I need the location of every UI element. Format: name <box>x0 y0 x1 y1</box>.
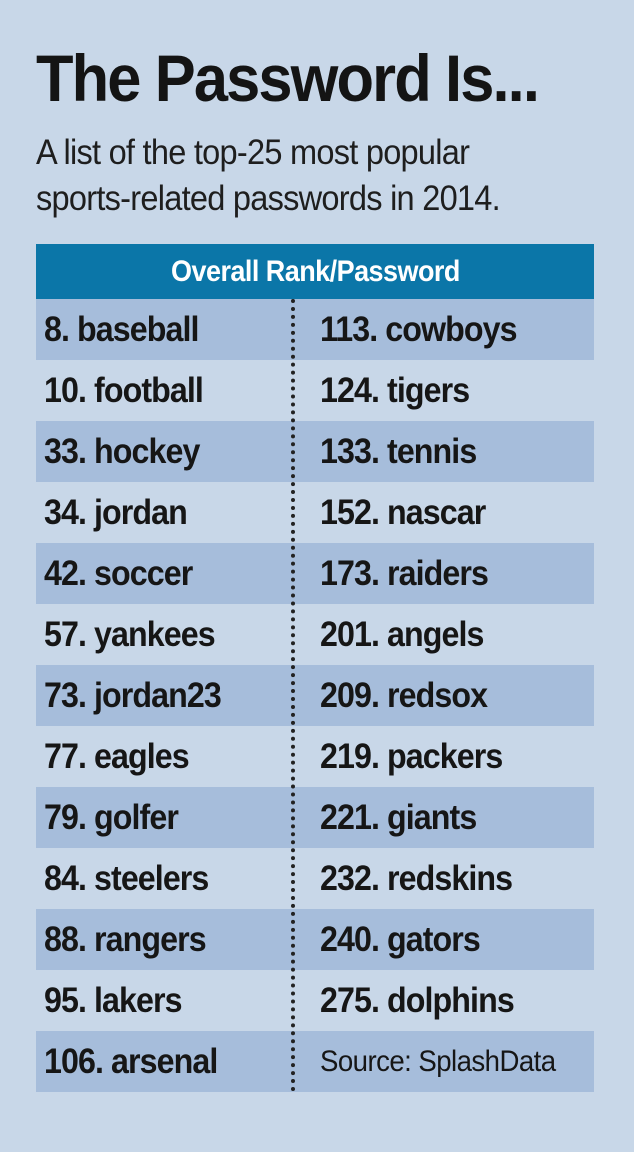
table-row: 79. golfer 221. giants <box>36 787 594 848</box>
table-row: 106. arsenal Source: SplashData <box>36 1031 594 1092</box>
table-row: 34. jordan 152. nascar <box>36 482 594 543</box>
right-cell: 209. redsox <box>320 675 488 715</box>
right-cell: 219. packers <box>320 736 503 776</box>
right-cell: 152. nascar <box>320 492 486 532</box>
left-cell: 33. hockey <box>44 431 200 471</box>
left-cell: 57. yankees <box>44 614 216 654</box>
left-cell: 34. jordan <box>44 492 188 532</box>
right-cell: 232. redskins <box>320 858 513 898</box>
table-row: 42. soccer 173. raiders <box>36 543 594 604</box>
table-row: 73. jordan23 209. redsox <box>36 665 594 726</box>
table-row: 57. yankees 201. angels <box>36 604 594 665</box>
table-row: 8. baseball 113. cowboys <box>36 299 594 360</box>
table-row: 88. rangers 240. gators <box>36 909 594 970</box>
table-row: 84. steelers 232. redskins <box>36 848 594 909</box>
table-header: Overall Rank/Password <box>36 244 594 299</box>
table-row: 77. eagles 219. packers <box>36 726 594 787</box>
table-row: 95. lakers 275. dolphins <box>36 970 594 1031</box>
left-cell: 8. baseball <box>44 309 199 349</box>
table-row: 33. hockey 133. tennis <box>36 421 594 482</box>
password-table: Overall Rank/Password 8. baseball 113. c… <box>36 244 594 1092</box>
left-cell: 77. eagles <box>44 736 190 776</box>
left-cell: 84. steelers <box>44 858 209 898</box>
left-cell: 79. golfer <box>44 797 179 837</box>
left-cell: 42. soccer <box>44 553 193 593</box>
left-cell: 95. lakers <box>44 980 183 1020</box>
left-cell: 106. arsenal <box>44 1041 218 1081</box>
right-cell: 133. tennis <box>320 431 477 471</box>
left-cell: 88. rangers <box>44 919 207 959</box>
right-cell: 124. tigers <box>320 370 470 410</box>
left-cell: 73. jordan23 <box>44 675 222 715</box>
right-cell: 275. dolphins <box>320 980 515 1020</box>
right-cell: 240. gators <box>320 919 481 959</box>
right-cell: 221. giants <box>320 797 477 837</box>
left-cell: 10. football <box>44 370 204 410</box>
column-divider <box>291 299 295 1092</box>
right-cell: 201. angels <box>320 614 484 654</box>
right-cell: 173. raiders <box>320 553 489 593</box>
table-row: 10. football 124. tigers <box>36 360 594 421</box>
page-subtitle: A list of the top-25 most popular sports… <box>36 133 501 218</box>
source-note: Source: SplashData <box>320 1044 556 1078</box>
right-cell: 113. cowboys <box>320 309 517 349</box>
page-title: The Password Is... <box>36 41 540 115</box>
table-header-label: Overall Rank/Password <box>170 254 460 288</box>
table-rows: 8. baseball 113. cowboys 10. football 12… <box>36 299 594 1092</box>
